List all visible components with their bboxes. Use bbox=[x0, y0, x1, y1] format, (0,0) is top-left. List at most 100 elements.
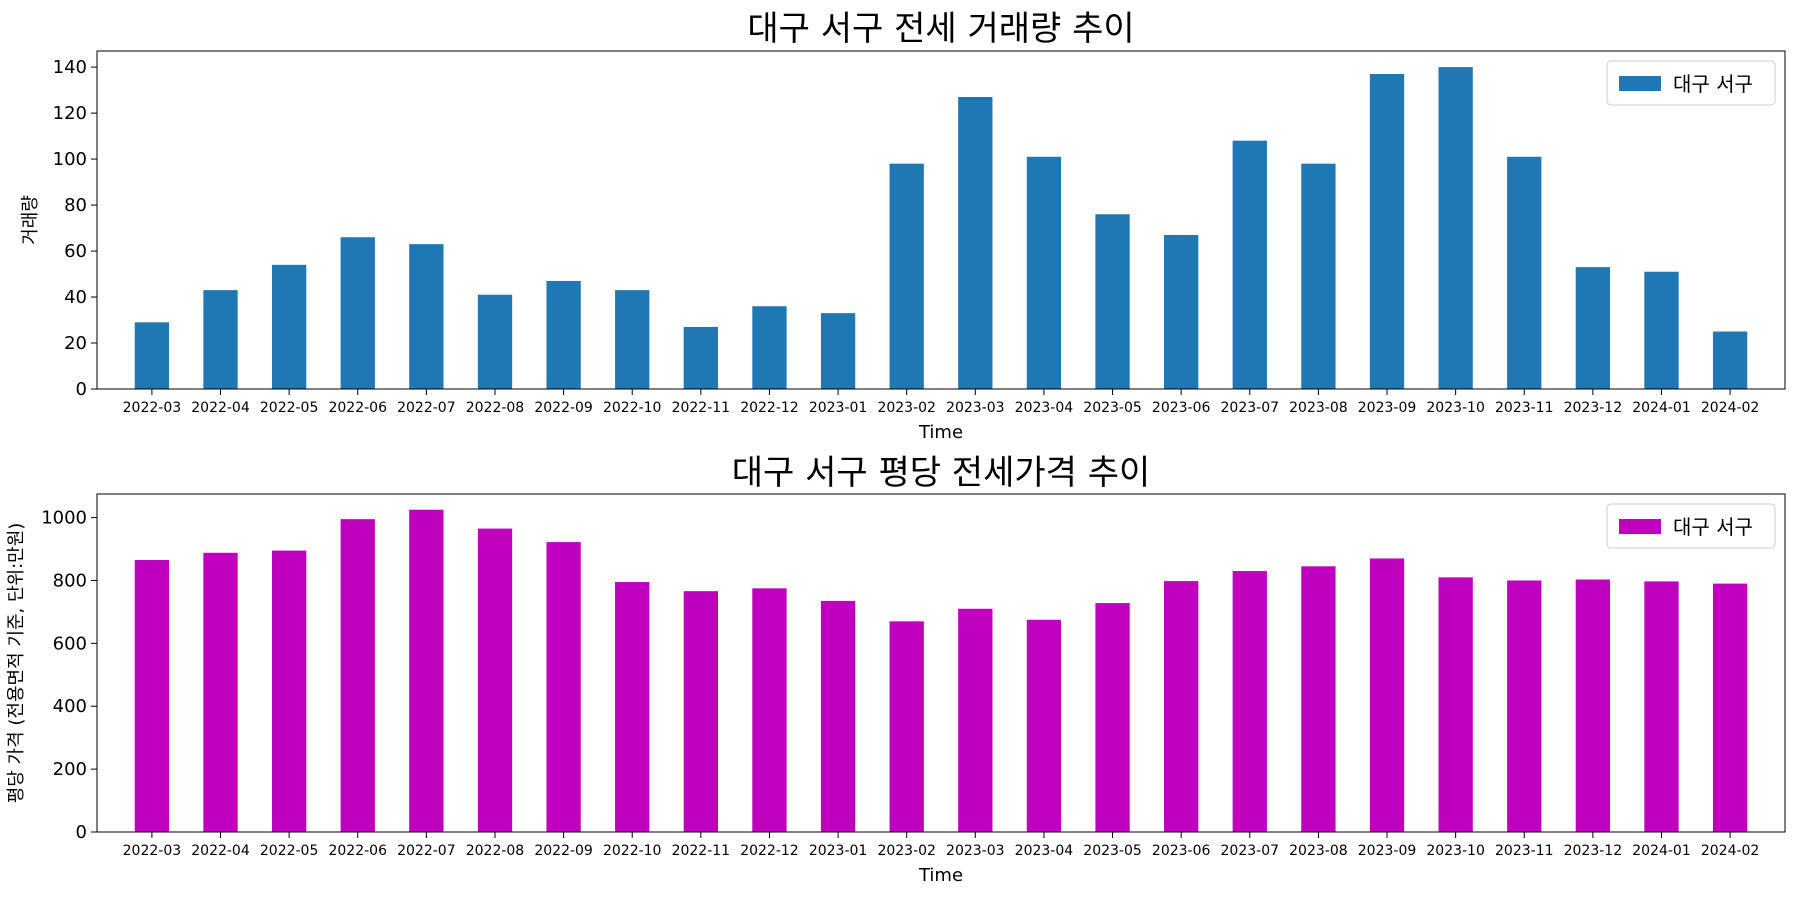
x-tick-label: 2022-06 bbox=[328, 400, 387, 416]
bar-2024-02 bbox=[1712, 583, 1748, 832]
x-tick-label: 2023-02 bbox=[877, 400, 936, 416]
x-tick-label: 2023-08 bbox=[1289, 843, 1348, 859]
x-tick-label: 2024-02 bbox=[1701, 843, 1760, 859]
x-tick-label: 2023-03 bbox=[946, 843, 1005, 859]
bar-2023-09 bbox=[1369, 558, 1405, 832]
bar-2022-06 bbox=[340, 519, 375, 832]
bar-2023-03 bbox=[958, 608, 993, 832]
legend-label: 대구 서구 bbox=[1673, 515, 1753, 539]
legend-swatch bbox=[1619, 76, 1661, 91]
bar-2022-10 bbox=[615, 582, 650, 832]
x-axis-label: Time bbox=[918, 865, 963, 886]
x-tick-label: 2023-12 bbox=[1564, 400, 1623, 416]
x-tick-label: 2022-03 bbox=[123, 843, 182, 859]
x-tick-label: 2022-10 bbox=[603, 843, 662, 859]
x-tick-label: 2023-06 bbox=[1152, 843, 1211, 859]
x-tick-label: 2023-04 bbox=[1015, 400, 1074, 416]
x-tick-label: 2022-07 bbox=[397, 843, 456, 859]
bar-2023-01 bbox=[820, 313, 856, 389]
bar-2024-01 bbox=[1644, 271, 1679, 389]
bar-2023-02 bbox=[889, 621, 924, 832]
x-axis-label: Time bbox=[918, 422, 963, 443]
x-tick-label: 2022-09 bbox=[534, 400, 593, 416]
bar-2023-04 bbox=[1026, 156, 1062, 389]
x-tick-label: 2022-09 bbox=[534, 843, 593, 859]
y-tick-label: 120 bbox=[53, 103, 87, 124]
y-tick-label: 200 bbox=[53, 759, 87, 780]
bar-2023-02 bbox=[889, 163, 924, 389]
y-tick-label: 80 bbox=[64, 195, 87, 216]
y-tick-label: 100 bbox=[53, 149, 87, 170]
x-tick-label: 2023-10 bbox=[1426, 843, 1485, 859]
bar-2022-04 bbox=[203, 552, 238, 832]
x-tick-label: 2024-02 bbox=[1701, 400, 1760, 416]
bar-2023-06 bbox=[1164, 234, 1199, 389]
bar-2022-08 bbox=[477, 294, 513, 389]
x-tick-label: 2023-04 bbox=[1015, 843, 1074, 859]
bar-2022-09 bbox=[546, 280, 581, 389]
x-tick-label: 2023-05 bbox=[1083, 843, 1142, 859]
bar-2023-10 bbox=[1438, 577, 1473, 832]
x-tick-label: 2023-07 bbox=[1221, 843, 1280, 859]
bar-2022-12 bbox=[752, 306, 787, 389]
x-tick-label: 2023-08 bbox=[1289, 400, 1348, 416]
bar-2023-07 bbox=[1232, 571, 1267, 832]
plot-frame bbox=[96, 493, 1786, 833]
y-tick-label: 600 bbox=[53, 633, 87, 654]
y-axis-label: 평당 가격 (전용면적 기준, 단위:만원) bbox=[6, 523, 27, 804]
legend-box bbox=[1606, 60, 1776, 106]
x-tick-label: 2022-05 bbox=[260, 843, 319, 859]
bar-2023-12 bbox=[1575, 579, 1611, 832]
bar-2023-06 bbox=[1164, 581, 1199, 832]
bar-2023-05 bbox=[1095, 603, 1130, 832]
x-tick-label: 2023-01 bbox=[809, 843, 868, 859]
bar-2022-09 bbox=[546, 542, 581, 832]
bar-2023-11 bbox=[1507, 580, 1542, 832]
bar-2022-04 bbox=[203, 290, 238, 389]
bar-2022-03 bbox=[134, 322, 170, 389]
bar-2024-02 bbox=[1712, 331, 1748, 389]
x-tick-label: 2023-02 bbox=[877, 843, 936, 859]
y-axis-label: 거래량 bbox=[20, 195, 41, 245]
bar-2022-08 bbox=[477, 528, 513, 832]
bar-2023-01 bbox=[820, 600, 856, 832]
x-tick-label: 2023-01 bbox=[809, 400, 868, 416]
x-tick-label: 2022-11 bbox=[672, 843, 731, 859]
x-tick-label: 2023-05 bbox=[1083, 400, 1142, 416]
x-tick-label: 2023-07 bbox=[1221, 400, 1280, 416]
x-tick-label: 2022-04 bbox=[191, 843, 250, 859]
bar-2022-11 bbox=[683, 591, 718, 832]
x-tick-label: 2023-06 bbox=[1152, 400, 1211, 416]
x-tick-label: 2022-04 bbox=[191, 400, 250, 416]
x-tick-label: 2024-01 bbox=[1632, 400, 1691, 416]
bar-2022-12 bbox=[752, 588, 787, 832]
bar-2023-05 bbox=[1095, 214, 1130, 389]
bar-2023-11 bbox=[1507, 156, 1542, 389]
x-tick-label: 2022-12 bbox=[740, 843, 799, 859]
x-tick-label: 2022-08 bbox=[466, 843, 525, 859]
bar-2023-04 bbox=[1026, 619, 1062, 832]
x-tick-label: 2023-10 bbox=[1426, 400, 1485, 416]
bar-2022-11 bbox=[683, 326, 718, 389]
chart-title: 대구 서구 평당 전세가격 추이 bbox=[732, 453, 1151, 493]
bar-2024-01 bbox=[1644, 581, 1679, 832]
bar-2022-07 bbox=[409, 244, 444, 389]
x-tick-label: 2023-12 bbox=[1564, 843, 1623, 859]
x-tick-label: 2022-10 bbox=[603, 400, 662, 416]
plot-frame bbox=[96, 50, 1786, 390]
bar-2023-03 bbox=[958, 96, 993, 390]
legend-label: 대구 서구 bbox=[1673, 72, 1753, 96]
x-tick-label: 2023-09 bbox=[1358, 400, 1417, 416]
bar-2023-08 bbox=[1301, 163, 1336, 389]
bar-2023-09 bbox=[1369, 73, 1405, 389]
bar-2022-03 bbox=[134, 560, 170, 832]
x-tick-label: 2024-01 bbox=[1632, 843, 1691, 859]
x-tick-label: 2022-08 bbox=[466, 400, 525, 416]
chart-title: 대구 서구 전세 거래량 추이 bbox=[747, 9, 1134, 49]
legend-swatch bbox=[1619, 519, 1661, 534]
x-tick-label: 2022-11 bbox=[672, 400, 731, 416]
x-tick-label: 2022-12 bbox=[740, 400, 799, 416]
bar-2023-07 bbox=[1232, 140, 1267, 389]
bar-2022-05 bbox=[271, 264, 307, 389]
